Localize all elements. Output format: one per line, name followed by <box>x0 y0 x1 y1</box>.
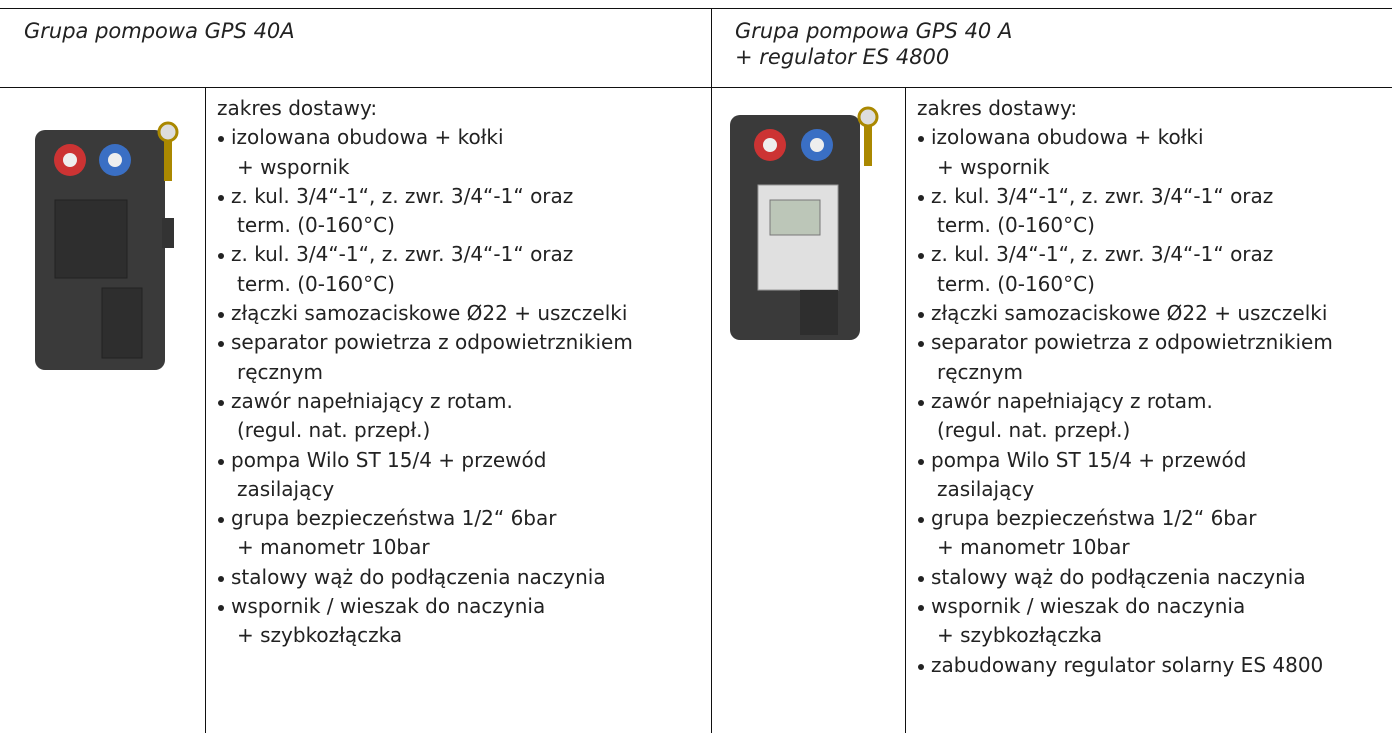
item-line: grupa bezpieczeństwa 1/2“ 6bar <box>231 506 557 531</box>
item-line: ręcznym <box>937 359 1024 384</box>
intro: zakres dostawy: <box>217 96 378 120</box>
bullet <box>218 136 224 143</box>
item-line: zasilający <box>237 476 335 501</box>
bullet <box>218 575 224 582</box>
column-title: Grupa pompowa GPS 40A <box>24 18 295 44</box>
list-item: z. kul. 3/4“-1“, z. zwr. 3/4“-1“ oraz ter… <box>217 240 633 299</box>
bullet <box>218 605 224 612</box>
list-item: grupa bezpieczeństwa 1/2“ 6bar + manometr… <box>917 504 1333 563</box>
bullet <box>218 253 224 260</box>
list-item: pompa Wilo ST 15/4 + przewód zasilający <box>217 446 633 505</box>
bullet <box>918 399 924 406</box>
item-line: z. kul. 3/4“-1“, z. zwr. 3/4“-1“ oraz <box>931 242 1274 267</box>
description: zakres dostawy: izolowana obudowa + kołki… <box>917 94 1333 680</box>
column-title: Grupa pompowa GPS 40 A + regulator ES 480… <box>735 18 1012 70</box>
item-line: term. (0-160°C) <box>937 213 1095 238</box>
item-line: zawór napełniający z rotam. <box>931 388 1213 413</box>
item-line: + szybkozłączka <box>937 623 1103 648</box>
list-item: zabudowany regulator solarny ES 4800 <box>917 651 1333 680</box>
list-item: izolowana obudowa + kołki + wspornik <box>917 123 1333 182</box>
item-line: stalowy wąż do podłączenia naczynia <box>931 564 1306 589</box>
item-line: wspornik / wieszak do naczynia <box>231 594 546 619</box>
item-line: złączki samozaciskowe Ø22 + uszczelki <box>231 301 628 326</box>
list-item: stalowy wąż do podłączenia naczynia <box>917 563 1333 592</box>
list-item: pompa Wilo ST 15/4 + przewód zasilający <box>917 446 1333 505</box>
title-line: Grupa pompowa GPS 40A <box>24 19 295 43</box>
item-line: ręcznym <box>237 359 324 384</box>
list-item: zawór napełniający z rotam. (regul. nat. … <box>917 387 1333 446</box>
item-line: z. kul. 3/4“-1“, z. zwr. 3/4“-1“ oraz <box>231 183 574 208</box>
item-line: + manometr 10bar <box>237 535 430 560</box>
product-image <box>730 106 879 340</box>
item-line: + szybkozłączka <box>237 623 403 648</box>
bullet <box>918 605 924 612</box>
bullet <box>218 399 224 406</box>
list-item: złączki samozaciskowe Ø22 + uszczelki <box>217 299 633 328</box>
bullet <box>918 136 924 143</box>
border <box>905 88 906 733</box>
list-item: grupa bezpieczeństwa 1/2“ 6bar + manometr… <box>217 504 633 563</box>
item-line: (regul. nat. przepł.) <box>937 418 1131 443</box>
list-item: separator powietrza z odpowietrznikiem rę… <box>917 328 1333 387</box>
border <box>205 88 206 733</box>
item-line: wspornik / wieszak do naczynia <box>931 594 1246 619</box>
description: zakres dostawy: izolowana obudowa + kołki… <box>217 94 633 651</box>
bullet <box>218 458 224 465</box>
item-line: + wspornik <box>937 154 1050 179</box>
item-line: pompa Wilo ST 15/4 + przewód <box>231 447 547 472</box>
bullet <box>918 458 924 465</box>
intro: zakres dostawy: <box>917 96 1078 120</box>
border <box>0 8 1392 9</box>
bullet <box>218 341 224 348</box>
item-line: stalowy wąż do podłączenia naczynia <box>231 564 606 589</box>
bullet <box>918 253 924 260</box>
item-line: zabudowany regulator solarny ES 4800 <box>931 652 1324 677</box>
list-item: z. kul. 3/4“-1“, z. zwr. 3/4“-1“ oraz ter… <box>917 182 1333 241</box>
list-item: z. kul. 3/4“-1“, z. zwr. 3/4“-1“ oraz ter… <box>917 240 1333 299</box>
bullet <box>918 312 924 319</box>
item-line: z. kul. 3/4“-1“, z. zwr. 3/4“-1“ oraz <box>231 242 574 267</box>
item-line: separator powietrza z odpowietrznikiem <box>231 330 633 355</box>
item-line: izolowana obudowa + kołki <box>931 125 1204 150</box>
bullet <box>218 312 224 319</box>
list-item: wspornik / wieszak do naczynia + szybkozł… <box>217 592 633 651</box>
bullet <box>918 663 924 670</box>
list-item: stalowy wąż do podłączenia naczynia <box>217 563 633 592</box>
list-item: izolowana obudowa + kołki + wspornik <box>217 123 633 182</box>
item-line: izolowana obudowa + kołki <box>231 125 504 150</box>
list-item: z. kul. 3/4“-1“, z. zwr. 3/4“-1“ oraz ter… <box>217 182 633 241</box>
bullet <box>918 194 924 201</box>
item-line: term. (0-160°C) <box>937 271 1095 296</box>
bullet <box>218 194 224 201</box>
item-line: + wspornik <box>237 154 350 179</box>
item-line: term. (0-160°C) <box>237 271 395 296</box>
title-line: + regulator ES 4800 <box>735 45 950 69</box>
item-line: zawór napełniający z rotam. <box>231 388 513 413</box>
item-line: + manometr 10bar <box>937 535 1130 560</box>
border <box>711 8 712 733</box>
bullet <box>218 517 224 524</box>
list-item: wspornik / wieszak do naczynia + szybkozł… <box>917 592 1333 651</box>
list-item: separator powietrza z odpowietrznikiem rę… <box>217 328 633 387</box>
bullet <box>918 575 924 582</box>
item-line: grupa bezpieczeństwa 1/2“ 6bar <box>931 506 1257 531</box>
title-line: Grupa pompowa GPS 40 A <box>735 19 1013 43</box>
bullet <box>918 341 924 348</box>
item-line: zasilający <box>937 476 1035 501</box>
list-item: zawór napełniający z rotam. (regul. nat. … <box>217 387 633 446</box>
item-line: term. (0-160°C) <box>237 213 395 238</box>
bullet <box>918 517 924 524</box>
list-item: złączki samozaciskowe Ø22 + uszczelki <box>917 299 1333 328</box>
item-line: separator powietrza z odpowietrznikiem <box>931 330 1333 355</box>
item-line: złączki samozaciskowe Ø22 + uszczelki <box>931 301 1328 326</box>
border <box>0 87 1392 88</box>
item-line: pompa Wilo ST 15/4 + przewód <box>931 447 1247 472</box>
item-line: z. kul. 3/4“-1“, z. zwr. 3/4“-1“ oraz <box>931 183 1274 208</box>
product-image <box>35 121 179 370</box>
item-line: (regul. nat. przepł.) <box>237 418 431 443</box>
